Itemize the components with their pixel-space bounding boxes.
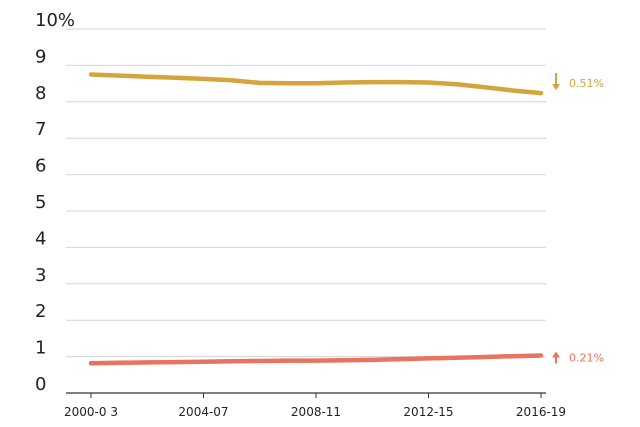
change-label: 0.51% <box>569 77 604 90</box>
change-annotation-1: 0.51% <box>552 73 604 91</box>
change-annotation-2: 0.21% <box>552 351 604 365</box>
change-label: 0.21% <box>569 352 604 365</box>
series-lines <box>88 72 544 366</box>
arrow-up-icon <box>552 351 560 358</box>
x-tick-label: 2004-07 <box>178 405 228 419</box>
y-tick-label: 10% <box>35 10 75 31</box>
y-tick-label: 7 <box>35 119 46 140</box>
x-tick-label: 2008-11 <box>291 405 341 419</box>
y-tick-label: 4 <box>35 228 46 249</box>
y-tick-label: 8 <box>35 83 46 104</box>
y-tick-label: 1 <box>35 338 46 359</box>
series-line-1 <box>88 72 544 96</box>
y-tick-label: 3 <box>35 265 46 286</box>
x-tick-label: 2016-19 <box>516 405 566 419</box>
arrow-down-icon <box>552 84 560 91</box>
y-tick-label: 6 <box>35 156 46 177</box>
y-tick-label: 5 <box>35 192 46 213</box>
series-line-2 <box>88 353 544 366</box>
change-annotations: 0.51% 0.21% <box>552 73 604 365</box>
gridlines <box>66 28 546 394</box>
y-tick-label: 9 <box>35 46 46 67</box>
x-axis-tick-labels: 2000-0 3 2004-07 2008-11 2012-15 2016-19 <box>64 393 566 419</box>
y-tick-label: 2 <box>35 301 46 322</box>
y-tick-label: 0 <box>35 374 46 395</box>
y-axis-tick-labels: 0 1 2 3 4 5 6 7 8 9 10% <box>35 10 75 395</box>
x-tick-label: 2000-0 3 <box>64 405 118 419</box>
x-tick-label: 2012-15 <box>403 405 453 419</box>
